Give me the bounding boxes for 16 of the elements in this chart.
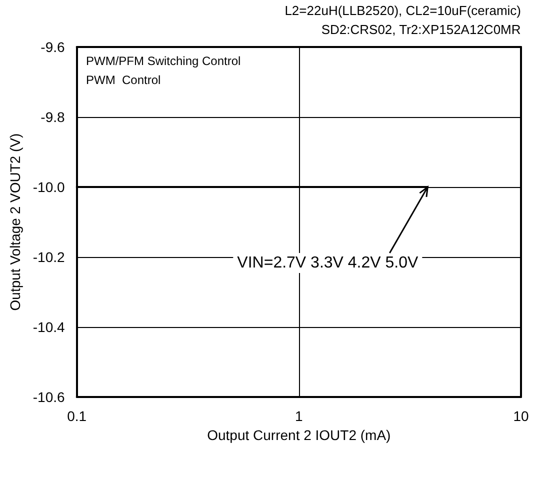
annotation: VIN=2.7V 3.3V 4.2V 5.0V	[237, 254, 418, 272]
annotation: PWM/PFM Switching Control	[86, 54, 241, 68]
annotation: PWM Control	[86, 73, 161, 87]
y-tick-label: -9.6	[40, 39, 66, 55]
text: L2=22uH(LLB2520), CL2=10uF(ceramic)	[284, 3, 522, 18]
x-tick-label: 0.1	[67, 408, 87, 424]
y-axis-title: Output Voltage 2 VOUT2 (V)	[7, 133, 23, 311]
y-tick-label: -9.8	[40, 109, 66, 125]
y-tick-label: -10.6	[32, 389, 66, 405]
y-tick-label: -10.4	[32, 319, 66, 335]
x-tick-label: 1	[295, 408, 304, 424]
y-tick-label: -10.2	[32, 249, 66, 265]
x-tick-label: 10	[513, 408, 529, 424]
y-tick-label: -10.0	[32, 179, 66, 195]
text: SD2:CRS02, Tr2:XP152A12C0MR	[321, 22, 521, 37]
x-axis-title: Output Current 2 IOUT2 (mA)	[207, 426, 391, 443]
